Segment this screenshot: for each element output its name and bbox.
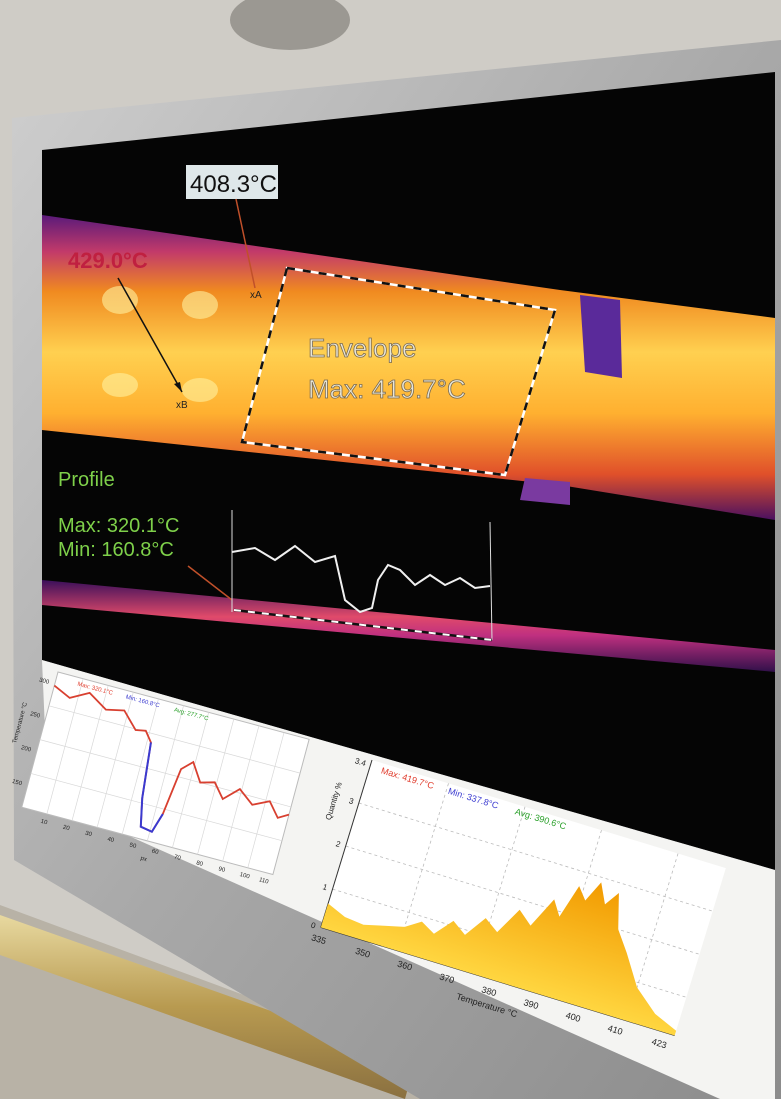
spot-b-temperature: 429.0°C bbox=[68, 248, 148, 273]
histogram-ytick-4: 0 bbox=[310, 921, 317, 931]
profile-xtick-8: 90 bbox=[218, 866, 227, 874]
thin-pipe-thermal bbox=[42, 580, 775, 672]
spot-a-temperature: 408.3°C bbox=[190, 171, 277, 198]
histogram-y-axis bbox=[320, 759, 373, 928]
profile-xtick-4: 50 bbox=[129, 843, 138, 851]
yellow-rail bbox=[0, 915, 415, 1099]
profile-title: Profile bbox=[58, 469, 115, 491]
profile-min: Min: 160.8°C bbox=[58, 539, 174, 561]
profile-xtick-0: 10 bbox=[40, 819, 49, 827]
pipe-clamp bbox=[580, 295, 622, 378]
hot-spots bbox=[102, 286, 218, 402]
spot-a-leader-line bbox=[235, 198, 256, 289]
histogram-xtick-0: 335 bbox=[310, 932, 327, 946]
spot-b-arrowhead bbox=[174, 382, 182, 392]
profile-xtick-1: 20 bbox=[62, 825, 71, 833]
profile-max: Max: 320.1°C bbox=[58, 515, 179, 537]
histogram-xticks: 335 350 360 370 380 390 400 410 423 bbox=[310, 932, 668, 1050]
profile-xtick-7: 80 bbox=[195, 860, 204, 868]
histogram-xtick-4: 380 bbox=[480, 984, 497, 998]
profile-xtick-2: 30 bbox=[84, 831, 93, 839]
pipe-clamp-lower bbox=[520, 478, 570, 505]
profile-xtick-9: 100 bbox=[239, 872, 251, 881]
spot-b-marker: xB bbox=[176, 400, 188, 411]
ceiling-shadow bbox=[230, 0, 350, 50]
profile-leader-line bbox=[187, 565, 233, 601]
hot-pipe-thermal bbox=[42, 215, 775, 520]
histogram-ytick-2: 2 bbox=[335, 839, 342, 849]
profile-xtick-3: 40 bbox=[107, 837, 116, 845]
envelope-title: Envelope bbox=[308, 333, 416, 363]
histogram-ytick-3: 1 bbox=[322, 882, 329, 892]
profile-ytick-2: 200 bbox=[20, 745, 32, 754]
envelope-max: Max: 419.7°C bbox=[308, 374, 466, 404]
profile-ytick-0: 300 bbox=[38, 678, 50, 687]
histogram-xtick-2: 360 bbox=[396, 959, 413, 973]
profile-xticks: 10 20 30 40 50 60 70 80 90 100 110 bbox=[40, 819, 270, 886]
histogram-ytick-1: 3 bbox=[348, 796, 355, 806]
histogram-xtick-7: 410 bbox=[607, 1023, 624, 1037]
profile-ytick-1: 250 bbox=[29, 711, 41, 720]
profile-chart: Max: 320.1°C Min: 160.8°C Avg: 277.7°C 3… bbox=[11, 671, 310, 886]
histogram-xtick-8: 423 bbox=[651, 1036, 668, 1050]
spot-a-marker: xA bbox=[250, 290, 262, 301]
profile-xlabel: px bbox=[140, 856, 148, 863]
histogram-ytick-0: 3.4 bbox=[354, 756, 368, 768]
histogram-area bbox=[320, 882, 677, 1036]
profile-trace bbox=[231, 544, 491, 614]
profile-right-bound bbox=[489, 521, 493, 641]
profile-xtick-6: 70 bbox=[173, 854, 182, 862]
envelope-region-dash bbox=[240, 266, 557, 477]
profile-ytick-3: 150 bbox=[11, 779, 23, 788]
spot-a-label-box bbox=[186, 165, 278, 199]
profile-xtick-5: 60 bbox=[151, 848, 160, 856]
profile-grid bbox=[30, 678, 301, 868]
histogram-xtick-1: 350 bbox=[354, 946, 371, 960]
profile-min-segment bbox=[139, 742, 164, 834]
histogram-xtick-3: 370 bbox=[438, 971, 455, 985]
profile-line-dash bbox=[233, 609, 493, 641]
histogram-xtick-6: 400 bbox=[565, 1010, 582, 1024]
histogram-xtick-5: 390 bbox=[522, 997, 539, 1011]
profile-xtick-10: 110 bbox=[258, 877, 269, 885]
spot-b-leader-line bbox=[117, 277, 183, 393]
